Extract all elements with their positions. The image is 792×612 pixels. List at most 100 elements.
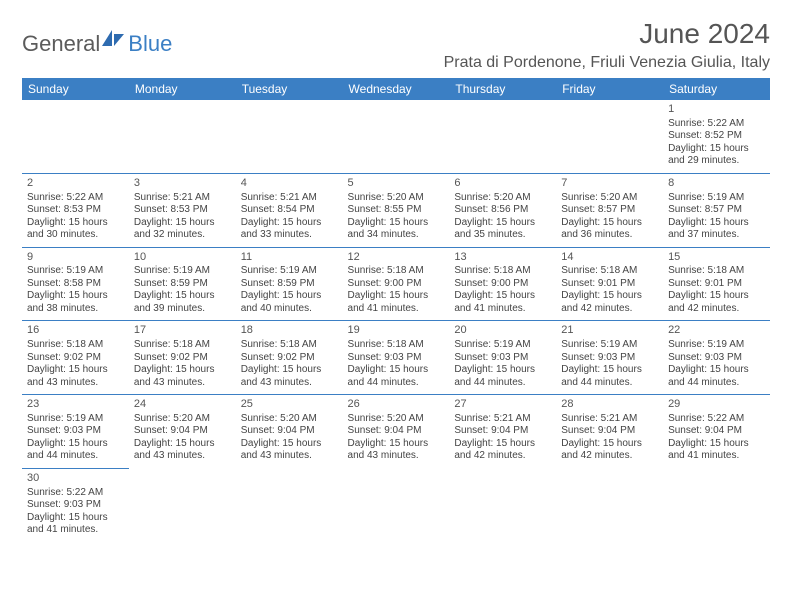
sunset-text: Sunset: 8:55 PM: [348, 204, 445, 217]
sunrise-text: Sunrise: 5:18 AM: [454, 265, 551, 278]
day-number: 20: [454, 324, 551, 338]
daylight-text: and 41 minutes.: [668, 450, 765, 463]
daylight-text: and 42 minutes.: [561, 450, 658, 463]
daylight-text: Daylight: 15 hours: [561, 364, 658, 377]
day-number: 8: [668, 177, 765, 191]
sunrise-text: Sunrise: 5:18 AM: [668, 265, 765, 278]
sunrise-text: Sunrise: 5:19 AM: [454, 339, 551, 352]
calendar-cell: 28Sunrise: 5:21 AMSunset: 9:04 PMDayligh…: [556, 395, 663, 469]
daylight-text: Daylight: 15 hours: [134, 438, 231, 451]
sunset-text: Sunset: 9:01 PM: [668, 278, 765, 291]
sunrise-text: Sunrise: 5:18 AM: [561, 265, 658, 278]
sunrise-text: Sunrise: 5:22 AM: [27, 487, 124, 500]
sunset-text: Sunset: 9:00 PM: [454, 278, 551, 291]
day-number: 30: [27, 472, 124, 486]
day-number: 15: [668, 251, 765, 265]
calendar-cell: 3Sunrise: 5:21 AMSunset: 8:53 PMDaylight…: [129, 173, 236, 247]
daylight-text: and 33 minutes.: [241, 229, 338, 242]
sunrise-text: Sunrise: 5:20 AM: [348, 192, 445, 205]
daylight-text: Daylight: 15 hours: [348, 217, 445, 230]
daylight-text: Daylight: 15 hours: [27, 217, 124, 230]
calendar-row: 9Sunrise: 5:19 AMSunset: 8:58 PMDaylight…: [22, 247, 770, 321]
sunrise-text: Sunrise: 5:21 AM: [134, 192, 231, 205]
daylight-text: Daylight: 15 hours: [668, 438, 765, 451]
day-number: 25: [241, 398, 338, 412]
header: General Blue June 2024 Prata di Pordenon…: [22, 18, 770, 72]
sunrise-text: Sunrise: 5:20 AM: [454, 192, 551, 205]
weekday-header: Monday: [129, 78, 236, 100]
daylight-text: and 44 minutes.: [668, 377, 765, 390]
daylight-text: and 43 minutes.: [134, 450, 231, 463]
sunrise-text: Sunrise: 5:20 AM: [134, 413, 231, 426]
daylight-text: Daylight: 15 hours: [348, 438, 445, 451]
daylight-text: Daylight: 15 hours: [27, 290, 124, 303]
daylight-text: and 42 minutes.: [668, 303, 765, 316]
location-text: Prata di Pordenone, Friuli Venezia Giuli…: [444, 54, 770, 72]
sunrise-text: Sunrise: 5:18 AM: [134, 339, 231, 352]
calendar-row: 1Sunrise: 5:22 AMSunset: 8:52 PMDaylight…: [22, 100, 770, 173]
sunset-text: Sunset: 9:03 PM: [27, 499, 124, 512]
calendar-cell: 27Sunrise: 5:21 AMSunset: 9:04 PMDayligh…: [449, 395, 556, 469]
sunset-text: Sunset: 8:53 PM: [134, 204, 231, 217]
sunset-text: Sunset: 9:04 PM: [241, 425, 338, 438]
daylight-text: and 44 minutes.: [561, 377, 658, 390]
calendar-cell: 11Sunrise: 5:19 AMSunset: 8:59 PMDayligh…: [236, 247, 343, 321]
calendar-cell: 29Sunrise: 5:22 AMSunset: 9:04 PMDayligh…: [663, 395, 770, 469]
daylight-text: and 43 minutes.: [134, 377, 231, 390]
logo-sail-icon: [100, 28, 126, 53]
day-number: 5: [348, 177, 445, 191]
daylight-text: and 41 minutes.: [348, 303, 445, 316]
calendar-cell: 15Sunrise: 5:18 AMSunset: 9:01 PMDayligh…: [663, 247, 770, 321]
daylight-text: and 32 minutes.: [134, 229, 231, 242]
day-number: 17: [134, 324, 231, 338]
day-number: 29: [668, 398, 765, 412]
calendar-cell: 21Sunrise: 5:19 AMSunset: 9:03 PMDayligh…: [556, 321, 663, 395]
sunrise-text: Sunrise: 5:19 AM: [668, 339, 765, 352]
day-number: 12: [348, 251, 445, 265]
calendar-cell: 5Sunrise: 5:20 AMSunset: 8:55 PMDaylight…: [343, 173, 450, 247]
calendar-cell: 20Sunrise: 5:19 AMSunset: 9:03 PMDayligh…: [449, 321, 556, 395]
calendar-cell: 8Sunrise: 5:19 AMSunset: 8:57 PMDaylight…: [663, 173, 770, 247]
day-number: 4: [241, 177, 338, 191]
daylight-text: and 43 minutes.: [241, 450, 338, 463]
daylight-text: and 37 minutes.: [668, 229, 765, 242]
daylight-text: and 40 minutes.: [241, 303, 338, 316]
daylight-text: and 41 minutes.: [454, 303, 551, 316]
daylight-text: Daylight: 15 hours: [668, 290, 765, 303]
daylight-text: Daylight: 15 hours: [454, 217, 551, 230]
calendar-cell: [556, 468, 663, 541]
daylight-text: and 43 minutes.: [348, 450, 445, 463]
daylight-text: and 29 minutes.: [668, 155, 765, 168]
calendar-cell: 12Sunrise: 5:18 AMSunset: 9:00 PMDayligh…: [343, 247, 450, 321]
sunset-text: Sunset: 9:02 PM: [27, 352, 124, 365]
sunset-text: Sunset: 9:04 PM: [454, 425, 551, 438]
daylight-text: and 42 minutes.: [454, 450, 551, 463]
calendar-cell: 18Sunrise: 5:18 AMSunset: 9:02 PMDayligh…: [236, 321, 343, 395]
daylight-text: and 39 minutes.: [134, 303, 231, 316]
sunrise-text: Sunrise: 5:22 AM: [668, 118, 765, 131]
daylight-text: Daylight: 15 hours: [241, 217, 338, 230]
calendar-cell: 14Sunrise: 5:18 AMSunset: 9:01 PMDayligh…: [556, 247, 663, 321]
daylight-text: Daylight: 15 hours: [27, 438, 124, 451]
sunrise-text: Sunrise: 5:19 AM: [241, 265, 338, 278]
day-number: 16: [27, 324, 124, 338]
sunset-text: Sunset: 8:59 PM: [134, 278, 231, 291]
weekday-header: Thursday: [449, 78, 556, 100]
daylight-text: and 34 minutes.: [348, 229, 445, 242]
day-number: 21: [561, 324, 658, 338]
daylight-text: and 30 minutes.: [27, 229, 124, 242]
sunrise-text: Sunrise: 5:19 AM: [27, 265, 124, 278]
sunset-text: Sunset: 9:04 PM: [668, 425, 765, 438]
calendar-cell: [129, 468, 236, 541]
daylight-text: Daylight: 15 hours: [668, 364, 765, 377]
calendar-cell: 13Sunrise: 5:18 AMSunset: 9:00 PMDayligh…: [449, 247, 556, 321]
sunrise-text: Sunrise: 5:21 AM: [454, 413, 551, 426]
sunset-text: Sunset: 9:04 PM: [134, 425, 231, 438]
calendar-cell: 26Sunrise: 5:20 AMSunset: 9:04 PMDayligh…: [343, 395, 450, 469]
calendar-cell: 19Sunrise: 5:18 AMSunset: 9:03 PMDayligh…: [343, 321, 450, 395]
day-number: 3: [134, 177, 231, 191]
calendar-row: 2Sunrise: 5:22 AMSunset: 8:53 PMDaylight…: [22, 173, 770, 247]
calendar-cell: [129, 100, 236, 173]
daylight-text: and 44 minutes.: [27, 450, 124, 463]
sunset-text: Sunset: 9:00 PM: [348, 278, 445, 291]
